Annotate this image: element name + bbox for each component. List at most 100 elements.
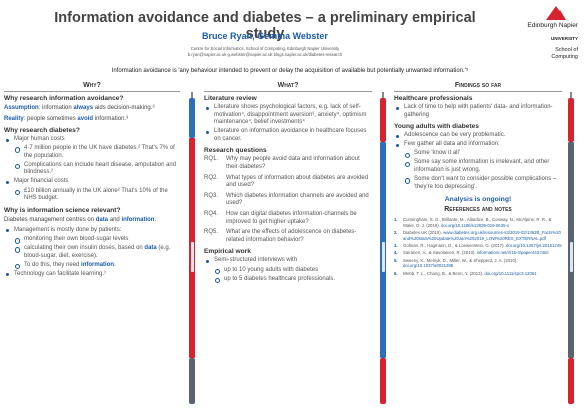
list-item: Technology can facilitate learning.¹ — [4, 271, 180, 279]
bullet-list: Management is mostly done by patients: m… — [4, 227, 180, 279]
logo-school: School of Computing — [512, 47, 578, 60]
reference-link[interactable]: informationr.net/ir/15-4/paper443.html — [476, 250, 549, 256]
list-item: 4·7 million people in the UK have diabet… — [4, 145, 180, 160]
logo-school-line2: Computing — [551, 53, 578, 60]
list-item: Adolescence can be very problematic. — [394, 132, 562, 140]
university-logo: Edinburgh Napier UNIVERSITY School of Co… — [510, 6, 580, 66]
reality-emphasis: avoid — [77, 116, 94, 122]
reference-item: 5. Sweeny, K., Melnyk, D., Miller, W., & … — [394, 258, 562, 269]
reference-text: Golman, R., Hagmann, D., & Loewenstein, … — [403, 242, 506, 248]
insulin-pen-icon — [568, 92, 574, 404]
assumption-emphasis: always — [73, 105, 94, 111]
list-text: . — [114, 261, 116, 268]
list-item: Some don't want to consider possible com… — [394, 176, 562, 191]
logo-triangle-small-icon — [554, 10, 566, 20]
list-item: Semi-structured interviews with — [204, 257, 372, 265]
list-item: Lack of time to help with patients' data… — [394, 104, 562, 119]
list-item: up to 10 young adults with diabetes — [204, 267, 372, 275]
poster-header: Information avoidance and diabetes – a p… — [0, 0, 584, 84]
research-question: RQ2. What types of information about diab… — [204, 175, 372, 190]
rq-number: RQ3. — [204, 192, 219, 199]
reference-number: 4. — [394, 250, 398, 256]
list-item: Literature on information avoidance in h… — [204, 128, 372, 143]
assumption-label: Assumption — [4, 105, 39, 111]
assumption-text: : information — [38, 105, 74, 111]
list-item: Few gather all data and information: — [394, 141, 562, 149]
column-heading-why: Why? — [4, 82, 180, 92]
reference-link[interactable]: doi.org/10.1111/spc3.12061 — [484, 270, 537, 276]
reference-text: Cunningham, S. G., Brillante, M., Allard… — [403, 217, 552, 228]
assumption-statement: Assumption: information always aids deci… — [4, 104, 180, 112]
list-item: Some 'know it all' — [394, 150, 562, 158]
intro-text: Diabetes management centres on — [4, 216, 96, 223]
column-what: What? Literature review Literature shows… — [204, 82, 372, 285]
intro-paragraph: Diabetes management centres on data and … — [4, 216, 180, 224]
list-text: (e.g. blood-sugar, diet, exercise). — [24, 244, 171, 259]
research-question: RQ1. Why may people avoid data and inform… — [204, 156, 372, 171]
bullet-list: Literature shows psychological factors, … — [204, 104, 372, 143]
emphasis-data: data — [95, 216, 109, 223]
list-item: up to 5 diabetes healthcare professional… — [204, 276, 372, 284]
reference-link[interactable]: doi.org/10.1257/jel.20151245 — [505, 242, 562, 248]
section-title: Healthcare professionals — [394, 95, 473, 102]
reference-item: 3. Golman, R., Hagmann, D., & Loewenstein… — [394, 243, 562, 248]
logo-name: Edinburgh Napier — [527, 22, 578, 29]
intro-text: . — [154, 216, 157, 223]
rq-number: RQ2. — [204, 174, 219, 181]
definition-statement: Information avoidance is 'any behaviour … — [111, 68, 469, 74]
research-questions-list: RQ1. Why may people avoid data and inform… — [204, 156, 372, 244]
research-question: RQ4. How can digital diabetes information… — [204, 211, 372, 226]
section-title: Literature review — [204, 95, 257, 102]
reference-item: 4. Sairanen, A., & Savolainen, R. (2010).… — [394, 250, 562, 255]
column-heading-findings: Findings so far — [394, 82, 562, 92]
reference-text: Sweeny, K., Melnyk, D., Miller, W., & Sh… — [403, 257, 518, 263]
column-heading-what: What? — [204, 82, 372, 92]
logo-school-line1: School of — [555, 47, 578, 53]
section-title: Why is information science relevant? — [4, 206, 121, 214]
reference-item: 1. Cunningham, S. G., Brillante, M., Alla… — [394, 217, 562, 228]
rq-text: How can digital diabetes information-cha… — [226, 211, 357, 225]
references-heading: References and notes — [444, 206, 512, 214]
bullet-list: Semi-structured interviews with up to 10… — [204, 257, 372, 283]
section-title: Empirical work — [204, 248, 251, 256]
list-text: calculating their own insulin doses, bas… — [24, 244, 145, 251]
list-item: Some say some information is irrelevant,… — [394, 159, 562, 174]
rq-text: Why may people avoid data and informatio… — [226, 156, 360, 171]
list-item: Major financial costs — [4, 178, 180, 186]
insulin-pen-icon — [380, 92, 386, 404]
poster-affiliation: Centre for Social Informatics, School of… — [40, 46, 490, 57]
list-item: calculating their own insulin doses, bas… — [4, 245, 180, 260]
reference-number: 1. — [394, 217, 398, 223]
contact-line: b.ryan@napier.ac.uk g.webster@napier.ac.… — [187, 51, 343, 57]
reality-text: information.³ — [93, 116, 129, 122]
reference-item: 6. Webb, T. L., Chang, B., & Benn, Y. (20… — [394, 271, 562, 276]
reality-label: Reality — [4, 116, 24, 122]
rq-number: RQ4. — [204, 211, 219, 218]
rq-text: What are the effects of adolescence on d… — [226, 229, 357, 243]
rq-number: RQ5. — [204, 229, 219, 236]
poster-authors: Bruce Ryan, Gemma Webster — [202, 31, 328, 41]
reference-link[interactable]: doi.org/10.1186/s12939-019-0635-x — [441, 222, 510, 228]
reference-text: Webb, T. L., Chang, B., & Benn, Y. (2013… — [403, 270, 485, 276]
emphasis-data: data — [144, 244, 157, 251]
bullet-list: Adolescence can be very problematic. Few… — [394, 132, 562, 191]
poster-title: Information avoidance and diabetes – a p… — [54, 10, 476, 42]
reference-text: Diabetes UK (2019). — [403, 230, 444, 236]
reality-statement: Reality: people sometimes avoid informat… — [4, 115, 180, 123]
research-question: RQ3. Which diabetes information channels … — [204, 193, 372, 208]
rq-number: RQ1. — [204, 156, 219, 163]
reference-number: 2. — [394, 230, 398, 236]
reference-number: 5. — [394, 257, 398, 263]
rq-text: What types of information about diabetes… — [226, 174, 369, 189]
column-why: Why? Why research information avoidance?… — [4, 82, 180, 280]
logo-university: UNIVERSITY — [550, 36, 578, 41]
reference-link[interactable]: doi.org/10.1037/a0021288 — [403, 263, 454, 269]
assumption-text: aids decision-making.⁶ — [93, 105, 155, 111]
emphasis-information: information — [121, 216, 155, 223]
affiliation-line: Centre for Social Informatics, School of… — [190, 46, 340, 51]
list-item: £10 billion annually in the UK alone² Th… — [4, 188, 180, 203]
bullet-list: Major human costs 4·7 million people in … — [4, 136, 180, 203]
column-findings: Findings so far Healthcare professionals… — [394, 82, 562, 278]
reference-number: 3. — [394, 242, 398, 248]
reference-link[interactable]: www.diabetes.org.uk/resources-s3/2019-02… — [403, 230, 561, 241]
